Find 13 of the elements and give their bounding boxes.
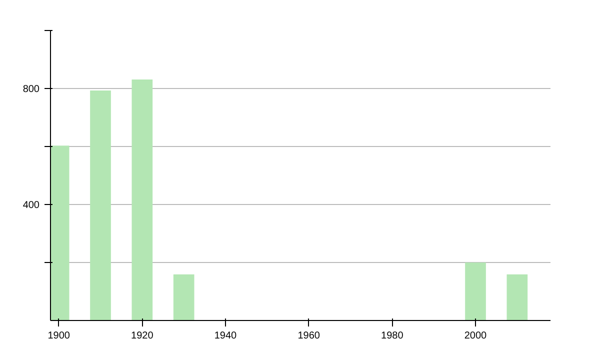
bar <box>506 274 528 320</box>
y-tick-label: 800 <box>22 84 40 95</box>
bar <box>132 80 153 320</box>
bar <box>173 274 194 320</box>
y-tick-label: 400 <box>22 200 40 211</box>
x-tick-label: 1920 <box>131 330 154 342</box>
bar <box>90 90 111 320</box>
bar <box>465 262 486 320</box>
x-tick-label: 1900 <box>48 330 70 342</box>
x-tick-label: 1940 <box>214 330 238 342</box>
x-tick-label: 2000 <box>464 330 488 342</box>
x-tick-label: 1980 <box>381 330 404 342</box>
x-tick-label: 1960 <box>298 330 320 342</box>
